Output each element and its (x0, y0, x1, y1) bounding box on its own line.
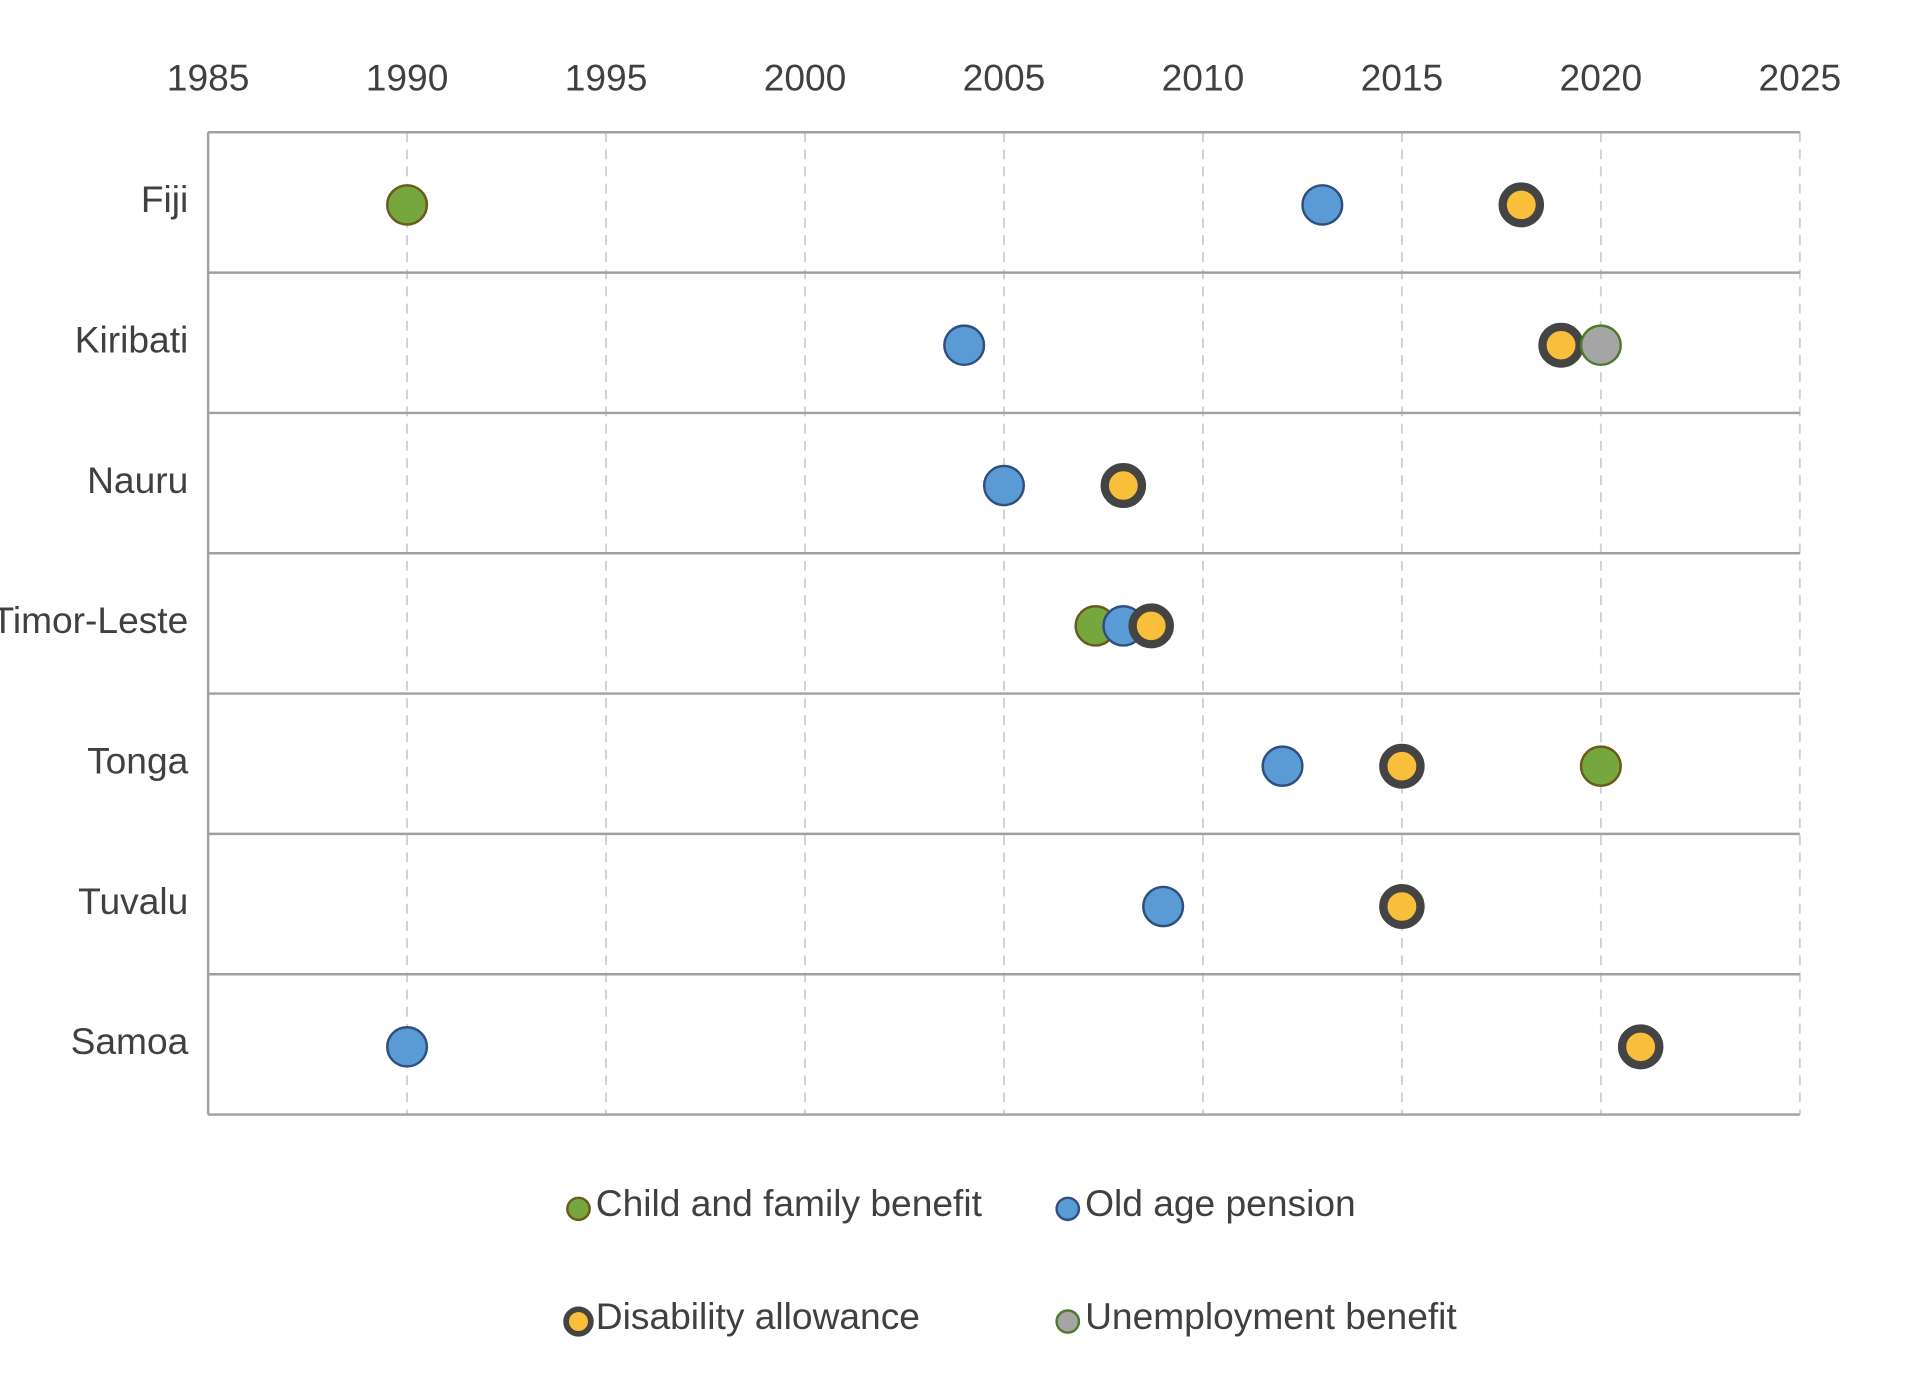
data-point (1579, 745, 1622, 788)
data-point (1100, 463, 1147, 509)
data-point (943, 324, 986, 367)
y-tick-label: Samoa (71, 1021, 189, 1062)
data-point (1379, 743, 1425, 789)
y-tick-label: Tuvalu (78, 881, 188, 922)
legend-marker (563, 1306, 594, 1337)
data-point (1261, 745, 1304, 788)
x-tick-label: 2005 (963, 58, 1046, 99)
x-tick-label: 1995 (565, 58, 648, 99)
legend-marker (1055, 1196, 1081, 1222)
data-point (1617, 1024, 1664, 1070)
x-tick-label: 1990 (366, 58, 449, 99)
data-point (1498, 182, 1545, 228)
legend-label: Child and family benefit (596, 1183, 982, 1224)
y-tick-label: Tonga (87, 741, 189, 782)
x-tick-label: 2020 (1560, 58, 1643, 99)
data-point (386, 184, 429, 226)
legend-marker (566, 1196, 591, 1222)
data-point (1142, 885, 1185, 928)
y-tick-label: Nauru (87, 460, 188, 501)
legend-label: Disability allowance (596, 1296, 920, 1337)
data-point (386, 1026, 429, 1068)
legend-marker (1055, 1309, 1081, 1334)
data-point (1379, 884, 1425, 929)
y-tick-label: Fiji (141, 179, 188, 220)
x-tick-label: 2010 (1162, 58, 1245, 99)
y-tick-label: Kiribati (75, 320, 189, 361)
x-tick-label: 2025 (1759, 58, 1842, 99)
data-point (1579, 324, 1622, 367)
x-tick-label: 2015 (1361, 58, 1444, 99)
x-tick-label: 1985 (167, 58, 250, 99)
data-point (982, 464, 1026, 507)
legend-label: Unemployment benefit (1085, 1296, 1457, 1337)
x-tick-label: 2000 (764, 58, 847, 99)
data-point (1538, 322, 1584, 368)
legend-label: Old age pension (1085, 1183, 1356, 1224)
data-point (1301, 184, 1344, 226)
y-tick-label: Timor-Leste (0, 600, 188, 641)
data-point (1128, 603, 1174, 649)
